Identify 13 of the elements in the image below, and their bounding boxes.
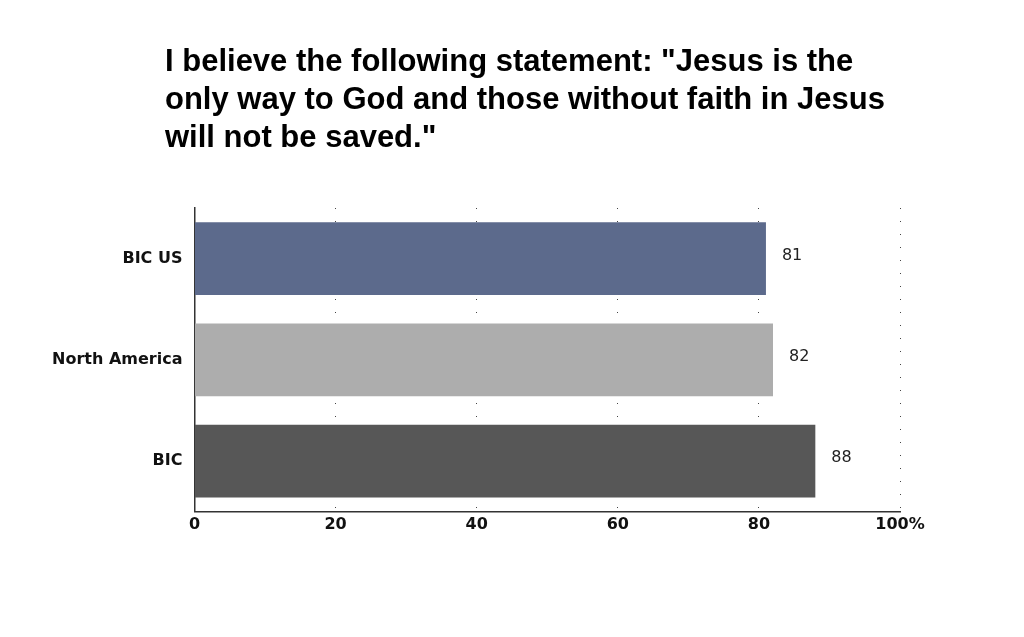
data-label: 82 bbox=[789, 346, 810, 366]
data-label: 88 bbox=[831, 447, 852, 467]
x-tick-label: 20 bbox=[324, 513, 347, 533]
y-tick-label: North America bbox=[51, 349, 183, 369]
x-tick-label: 80 bbox=[747, 513, 771, 533]
x-tick-label: 0 bbox=[188, 513, 201, 533]
chart-title: I believe the following statement: "Jesus is the only way to God and those without faith in Jesus will not be saved." bbox=[165, 42, 886, 156]
x-tick-label: 60 bbox=[606, 513, 629, 533]
data-label: 81 bbox=[781, 244, 803, 264]
x-tick-label: 40 bbox=[465, 513, 488, 533]
y-tick-label: BIC US bbox=[122, 247, 183, 267]
y-tick-label: BIC bbox=[152, 450, 183, 470]
x-tick-label: 100% bbox=[875, 513, 925, 533]
